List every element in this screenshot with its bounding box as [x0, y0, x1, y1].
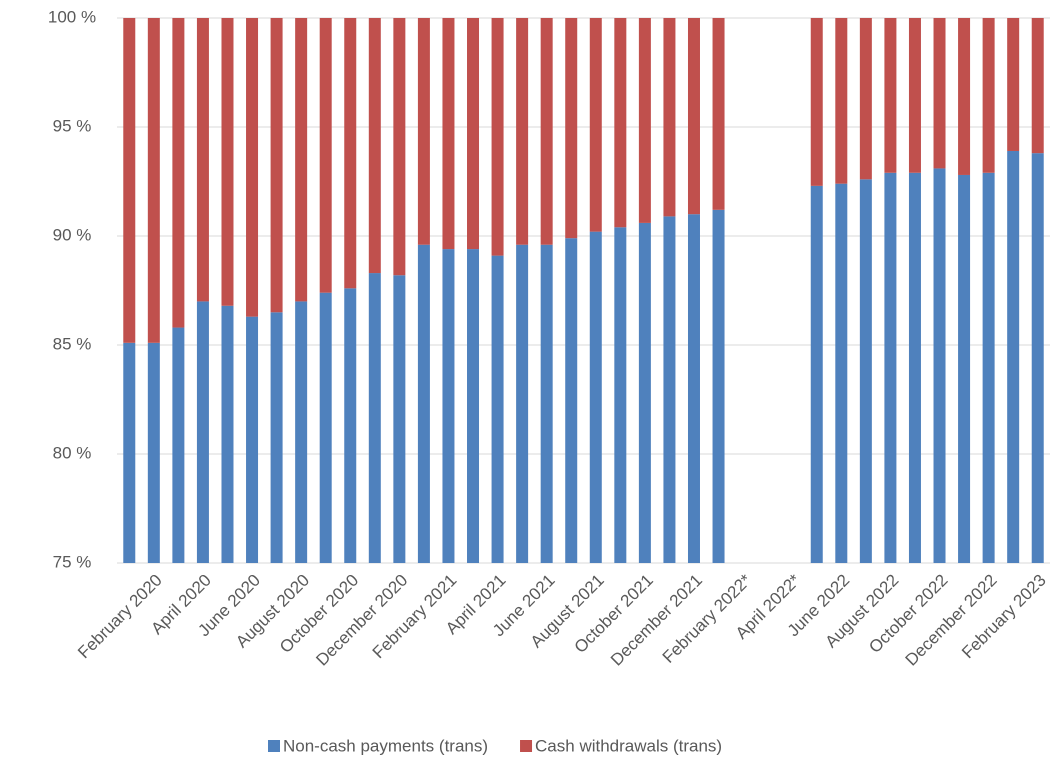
legend: Non-cash payments (trans) Cash withdrawal…: [268, 736, 722, 755]
bar-segment: [859, 18, 872, 180]
bar-segment: [147, 18, 160, 343]
bar-segment: [859, 179, 872, 563]
bar-segment: [712, 18, 725, 210]
bar-segment: [663, 216, 676, 563]
bar-segment: [516, 244, 529, 563]
bar-segment: [982, 172, 995, 563]
bar-segment: [295, 18, 308, 302]
bar-segment: [295, 301, 308, 563]
bar-segment: [246, 316, 259, 563]
bar-segment: [663, 18, 676, 217]
bar-segment: [1031, 18, 1044, 154]
bar-segment: [687, 214, 700, 563]
bar-segment: [344, 18, 357, 289]
x-tick-label: February 2022*: [659, 570, 756, 667]
bar-segment: [221, 305, 234, 563]
y-tick-label: 100 %: [48, 7, 96, 26]
legend-label: Non-cash payments (trans): [283, 736, 488, 755]
bar-segment: [810, 185, 823, 564]
bar-segment: [1031, 153, 1044, 563]
bar-segment: [147, 342, 160, 563]
bar-segment: [614, 18, 627, 228]
bar-segment: [687, 18, 700, 215]
bar-segment: [368, 18, 381, 274]
bar-segment: [393, 18, 406, 276]
bar-segment: [270, 312, 283, 563]
bar-segment: [319, 18, 332, 293]
bar-segment: [516, 18, 529, 245]
bar-segment: [565, 18, 578, 239]
bar-segment: [958, 18, 971, 175]
bar-segment: [933, 18, 946, 169]
bar-segment: [589, 231, 602, 563]
bar-segment: [638, 222, 651, 564]
bar-segment: [417, 244, 430, 563]
bar-segment: [467, 249, 480, 563]
bar-segment: [835, 18, 848, 184]
bar-segment: [638, 18, 651, 223]
bar-segment: [884, 172, 897, 563]
bar-segment: [810, 18, 823, 186]
bar-segment: [1007, 18, 1020, 151]
bar-segment: [246, 18, 259, 317]
y-tick-label: 80 %: [53, 443, 92, 462]
y-tick-label: 85 %: [53, 334, 92, 353]
bar-segment: [417, 18, 430, 245]
bar-segment: [835, 183, 848, 563]
bar-segment: [123, 342, 136, 563]
y-tick-label: 75 %: [53, 552, 92, 571]
bar-segment: [933, 168, 946, 564]
bar-segment: [614, 227, 627, 563]
bar-segment: [565, 238, 578, 563]
bar-segment: [196, 301, 209, 563]
bar-segment: [172, 18, 185, 328]
bar-segment: [712, 209, 725, 563]
bar-segment: [393, 275, 406, 563]
bar-segment: [123, 18, 136, 343]
bar-segment: [491, 255, 504, 563]
bar-segment: [589, 18, 602, 232]
bar-segment: [540, 244, 553, 563]
bar-segment: [221, 18, 234, 306]
bar-segment: [467, 18, 480, 250]
bar-segment: [319, 292, 332, 563]
bar-segment: [491, 18, 504, 256]
bar-segment: [196, 18, 209, 302]
bar-segment: [884, 18, 897, 173]
x-tick-label: February 2020: [74, 571, 166, 663]
bar-segment: [442, 249, 455, 563]
bar-segment: [908, 18, 921, 173]
bar-segment: [540, 18, 553, 245]
bar-segment: [442, 18, 455, 250]
legend-swatch: [268, 740, 280, 752]
bar-segment: [1007, 150, 1020, 564]
bar-segment: [982, 18, 995, 173]
x-tick-label: February 2023: [958, 571, 1050, 663]
bar-segment: [368, 273, 381, 563]
x-tick-label: February 2021: [369, 571, 461, 663]
legend-label: Cash withdrawals (trans): [535, 736, 722, 755]
legend-swatch: [520, 740, 533, 752]
bar-segment: [172, 327, 185, 563]
bar-segment: [908, 172, 921, 563]
y-tick-label: 95 %: [53, 116, 92, 135]
bar-segment: [958, 174, 971, 563]
bar-segment: [344, 288, 357, 563]
y-tick-label: 90 %: [53, 225, 92, 244]
bar-segment: [270, 18, 283, 313]
